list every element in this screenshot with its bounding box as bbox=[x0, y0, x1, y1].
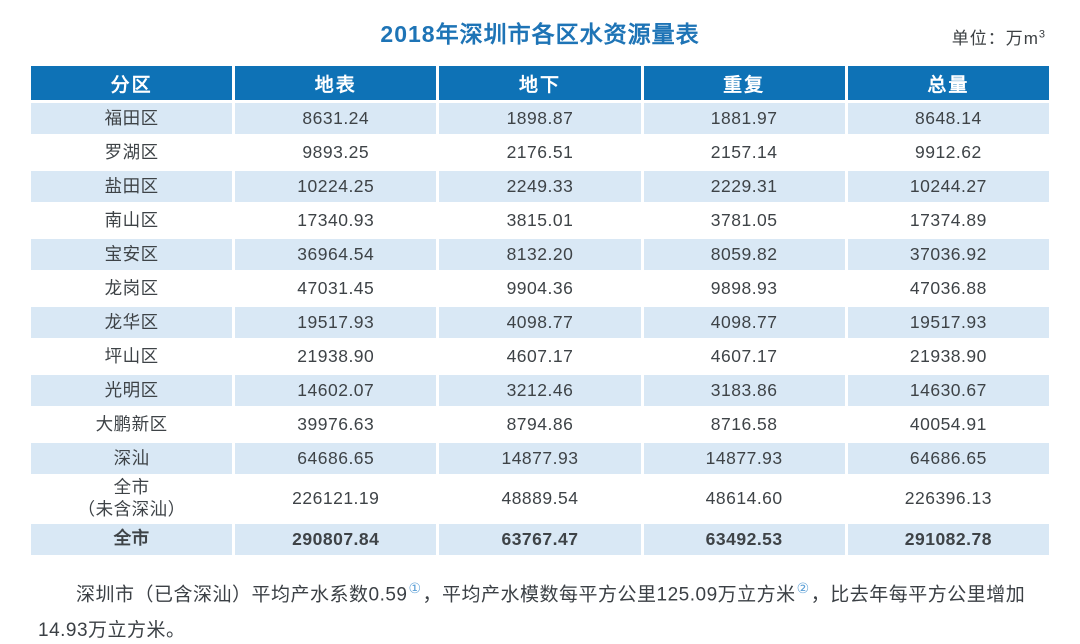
value-cell: 2249.33 bbox=[439, 171, 641, 202]
column-header: 总量 bbox=[847, 66, 1049, 100]
value-cell: 2157.14 bbox=[710, 142, 778, 162]
table-row: 深汕 64686.65 14877.93 14877.93 64686.65 bbox=[31, 443, 1049, 474]
value-cell: 47031.45 bbox=[297, 278, 375, 298]
table-row: 盐田区 10224.25 2249.33 2229.31 10244.27 bbox=[31, 171, 1049, 202]
value-cell: 64686.65 bbox=[847, 443, 1049, 474]
value-cell: 3815.01 bbox=[506, 210, 574, 230]
value-cell: 47036.88 bbox=[909, 278, 987, 298]
column-header: 地下 bbox=[439, 66, 641, 100]
district-cell: 罗湖区 bbox=[104, 141, 159, 162]
value-cell: 3183.86 bbox=[643, 375, 845, 406]
table-body: 福田区 8631.24 1898.87 1881.97 8648.14 罗湖区 9893.2… bbox=[31, 103, 1049, 555]
value-cell: 64686.65 bbox=[235, 443, 437, 474]
column-header: 分区 bbox=[31, 66, 233, 100]
value-cell: 40054.91 bbox=[909, 414, 987, 434]
footnote-superscript: ② bbox=[796, 579, 810, 596]
value-cell: 8648.14 bbox=[847, 103, 1049, 134]
value-cell: 21938.90 bbox=[909, 346, 987, 366]
value-cell: 1898.87 bbox=[439, 103, 641, 134]
table-row: 全市 （未含深汕） 226121.19 48889.54 48614.60 226396… bbox=[31, 477, 1049, 521]
column-header: 重复 bbox=[643, 66, 845, 100]
water-resources-table: 分区 地表 地下 重复 总量 福田区 8631.24 1898.87 1881.97 8648.… bbox=[28, 63, 1052, 558]
value-cell: 39976.63 bbox=[297, 414, 375, 434]
value-cell: 2176.51 bbox=[506, 142, 574, 162]
district-cell: 光明区 bbox=[31, 375, 233, 406]
district-cell: 全市 （未含深汕） bbox=[77, 477, 186, 519]
table-row: 龙岗区 47031.45 9904.36 9898.93 47036.88 bbox=[31, 273, 1049, 304]
table-row: 大鹏新区 39976.63 8794.86 8716.58 40054.91 bbox=[31, 409, 1049, 440]
value-cell: 9898.93 bbox=[710, 278, 778, 298]
value-cell: 10244.27 bbox=[847, 171, 1049, 202]
value-cell: 14602.07 bbox=[235, 375, 437, 406]
table-row: 光明区 14602.07 3212.46 3183.86 14630.67 bbox=[31, 375, 1049, 406]
district-cell: 福田区 bbox=[31, 103, 233, 134]
value-cell: 4607.17 bbox=[506, 346, 574, 366]
footnote-text: 深圳市（已含深汕）平均产水系数0.59 bbox=[76, 584, 408, 606]
unit-label: 单位：万m3 bbox=[952, 24, 1046, 49]
value-cell: 36964.54 bbox=[235, 239, 437, 270]
district-cell: 龙岗区 bbox=[104, 277, 159, 298]
value-cell: 19517.93 bbox=[847, 307, 1049, 338]
table-header-row: 分区 地表 地下 重复 总量 bbox=[31, 66, 1049, 100]
value-cell: 8631.24 bbox=[235, 103, 437, 134]
footnote-text: ，比去年每平方公里增加14.93万立方米。 bbox=[38, 584, 1026, 642]
value-cell: 17340.93 bbox=[297, 210, 375, 230]
footnote-text: ，平均产水模数每平方公里125.09万立方米 bbox=[422, 584, 796, 606]
footnote-superscript: ① bbox=[408, 579, 422, 596]
value-cell: 21938.90 bbox=[297, 346, 375, 366]
value-cell: 226121.19 bbox=[292, 488, 380, 509]
value-cell: 8132.20 bbox=[439, 239, 641, 270]
value-cell: 9893.25 bbox=[302, 142, 370, 162]
district-cell: 坪山区 bbox=[104, 345, 159, 366]
table-row: 南山区 17340.93 3815.01 3781.05 17374.89 bbox=[31, 205, 1049, 236]
table-row: 福田区 8631.24 1898.87 1881.97 8648.14 bbox=[31, 103, 1049, 134]
value-cell: 1881.97 bbox=[643, 103, 845, 134]
value-cell: 8794.86 bbox=[506, 414, 574, 434]
district-cell: 南山区 bbox=[104, 209, 159, 230]
district-cell: 盐田区 bbox=[31, 171, 233, 202]
value-cell: 19517.93 bbox=[235, 307, 437, 338]
value-cell: 290807.84 bbox=[235, 523, 437, 555]
value-cell: 14630.67 bbox=[847, 375, 1049, 406]
table-row: 罗湖区 9893.25 2176.51 2157.14 9912.62 bbox=[31, 137, 1049, 168]
district-cell: 宝安区 bbox=[31, 239, 233, 270]
page-title: 2018年深圳市各区水资源量表 bbox=[380, 21, 700, 47]
value-cell: 17374.89 bbox=[909, 210, 987, 230]
value-cell: 10224.25 bbox=[235, 171, 437, 202]
value-cell: 37036.92 bbox=[847, 239, 1049, 270]
value-cell: 4098.77 bbox=[439, 307, 641, 338]
value-cell: 9904.36 bbox=[506, 278, 574, 298]
value-cell: 8059.82 bbox=[643, 239, 845, 270]
district-cell: 大鹏新区 bbox=[95, 413, 168, 434]
value-cell: 48889.54 bbox=[501, 488, 579, 509]
value-cell: 63492.53 bbox=[643, 523, 845, 555]
district-cell: 全市 bbox=[31, 523, 233, 555]
value-cell: 4607.17 bbox=[710, 346, 778, 366]
value-cell: 8716.58 bbox=[710, 414, 778, 434]
value-cell: 14877.93 bbox=[439, 443, 641, 474]
value-cell: 3781.05 bbox=[710, 210, 778, 230]
value-cell: 226396.13 bbox=[904, 488, 992, 509]
table-row: 全市 290807.84 63767.47 63492.53 291082.78 bbox=[31, 523, 1049, 555]
table-row: 宝安区 36964.54 8132.20 8059.82 37036.92 bbox=[31, 239, 1049, 270]
unit-text: 单位：万m bbox=[951, 29, 1039, 48]
value-cell: 48614.60 bbox=[705, 488, 783, 509]
district-cell: 深汕 bbox=[31, 443, 233, 474]
value-cell: 9912.62 bbox=[914, 142, 982, 162]
value-cell: 14877.93 bbox=[643, 443, 845, 474]
column-header: 地表 bbox=[235, 66, 437, 100]
district-cell: 龙华区 bbox=[31, 307, 233, 338]
report-header: 2018年深圳市各区水资源量表 单位：万m3 bbox=[0, 0, 1080, 63]
value-cell: 4098.77 bbox=[643, 307, 845, 338]
table-row: 坪山区 21938.90 4607.17 4607.17 21938.90 bbox=[31, 341, 1049, 372]
value-cell: 63767.47 bbox=[439, 523, 641, 555]
footnote: 深圳市（已含深汕）平均产水系数0.59①，平均产水模数每平方公里125.09万立… bbox=[0, 570, 1080, 644]
value-cell: 2229.31 bbox=[643, 171, 845, 202]
value-cell: 291082.78 bbox=[847, 523, 1049, 555]
unit-superscript: 3 bbox=[1038, 28, 1046, 41]
value-cell: 3212.46 bbox=[439, 375, 641, 406]
table-head: 分区 地表 地下 重复 总量 bbox=[31, 66, 1049, 100]
table-row: 龙华区 19517.93 4098.77 4098.77 19517.93 bbox=[31, 307, 1049, 338]
